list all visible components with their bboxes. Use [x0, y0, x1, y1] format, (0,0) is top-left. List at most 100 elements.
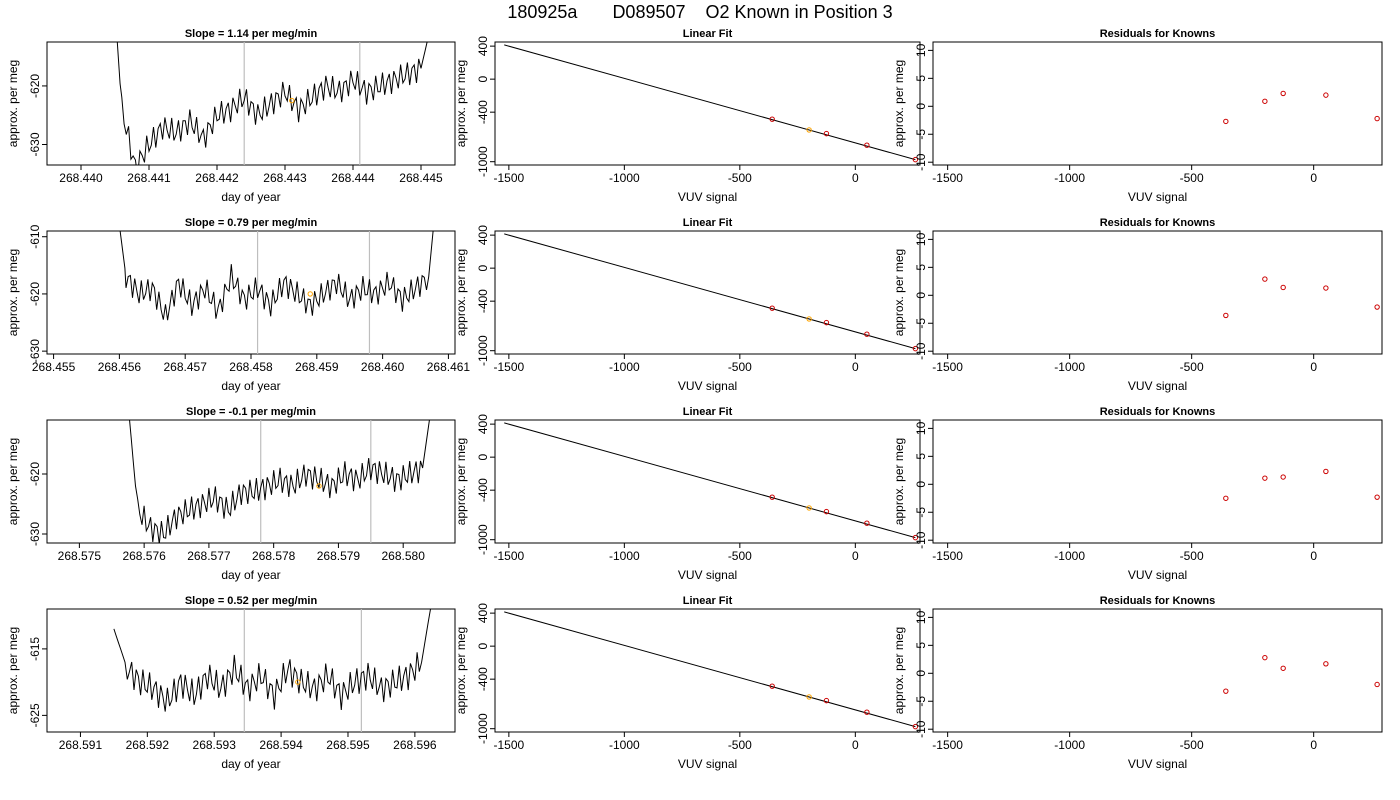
- panel-title: Residuals for Knowns: [1100, 595, 1216, 607]
- residual-point: [1323, 92, 1329, 98]
- y-tick-label: 5: [914, 453, 928, 460]
- y-axis-label: approx. per meg: [6, 627, 20, 714]
- y-axis-label: approx. per meg: [6, 438, 20, 525]
- plot-area: [1223, 276, 1380, 319]
- y-tick-label: 5: [914, 264, 928, 271]
- y-tick-label: -10: [914, 720, 928, 738]
- plot-frame: [46, 41, 456, 166]
- residual-point: [1374, 681, 1380, 688]
- plot-frame: [494, 608, 921, 733]
- x-tick-label: -1000: [609, 171, 640, 185]
- plot-frame: [494, 419, 921, 544]
- y-tick-label: 10: [914, 421, 928, 435]
- plot-area: [1223, 654, 1380, 694]
- fit-point: [912, 345, 919, 352]
- x-tick-label: 268.459: [295, 360, 339, 374]
- x-tick-label: 268.580: [381, 549, 425, 563]
- x-tick-label: 268.458: [229, 360, 273, 374]
- x-tick-label: 0: [852, 360, 859, 374]
- plot-frame: [494, 230, 921, 355]
- x-tick-label: -1500: [494, 360, 525, 374]
- panel-trace-4: Slope = 0.52 per meg/min 268.591 268.592 26…: [6, 595, 456, 771]
- x-tick-label: 268.577: [187, 549, 231, 563]
- x-tick-label: -500: [728, 360, 752, 374]
- x-tick-label: -1000: [609, 549, 640, 563]
- y-tick-label: -610: [28, 224, 42, 248]
- x-tick-label: -1000: [1054, 738, 1085, 752]
- fit-point: [912, 534, 919, 541]
- fit-point: [769, 494, 775, 500]
- y-tick-label: 5: [914, 642, 928, 649]
- x-tick-label: 268.592: [126, 738, 170, 752]
- x-tick-label: -1500: [494, 549, 525, 563]
- y-tick-label: -1000: [476, 713, 490, 744]
- y-tick-label: -5: [914, 318, 928, 329]
- x-tick-label: -500: [1180, 549, 1204, 563]
- x-tick-label: -1500: [494, 738, 525, 752]
- fit-point: [769, 305, 775, 311]
- residual-point: [1280, 90, 1286, 97]
- x-tick-label: -500: [1180, 171, 1204, 185]
- sample-id: D089507: [612, 2, 686, 22]
- y-tick-label: -10: [914, 153, 928, 171]
- y-tick-label: -615: [28, 637, 42, 661]
- x-axis-label: VUV signal: [1128, 379, 1187, 393]
- fit-point-highlight: [806, 316, 812, 322]
- y-axis-label: approx. per meg: [892, 249, 906, 336]
- plot-frame: [46, 230, 456, 355]
- y-tick-label: -1000: [476, 524, 490, 555]
- plot-frame: [932, 41, 1383, 166]
- title-label: O2 Known in Position 3: [705, 2, 893, 22]
- fit-point: [864, 520, 870, 526]
- panel-residuals-3: Residuals for Knowns -1500 -1000 -500 0 10 5 0 -…: [892, 406, 1383, 582]
- fit-point-highlight: [806, 505, 812, 511]
- y-axis-label: approx. per meg: [892, 60, 906, 147]
- residual-point: [1262, 98, 1268, 104]
- run-id: 180925a: [507, 2, 578, 22]
- panel-title: Linear Fit: [683, 217, 733, 229]
- panel-residuals-2: Residuals for Knowns -1500 -1000 -500 0 10 5 0 -…: [892, 217, 1383, 393]
- y-axis-label: approx. per meg: [892, 438, 906, 525]
- x-tick-label: 0: [852, 549, 859, 563]
- y-axis-label: approx. per meg: [454, 249, 468, 336]
- residual-point: [1262, 276, 1268, 282]
- residual-point: [1323, 468, 1329, 475]
- panel-title: Linear Fit: [683, 595, 733, 607]
- residual-point: [1323, 661, 1329, 667]
- panel-title: Linear Fit: [683, 28, 733, 40]
- y-tick-label: -400: [476, 289, 490, 313]
- plot-area: [1223, 90, 1380, 125]
- residual-point: [1323, 285, 1329, 291]
- x-tick-label: 268.591: [59, 738, 103, 752]
- highlight-point: [307, 291, 313, 297]
- y-tick-label: -400: [476, 667, 490, 691]
- y-tick-label: 400: [476, 414, 490, 434]
- y-tick-label: -620: [28, 74, 42, 98]
- x-tick-label: 268.578: [252, 549, 296, 563]
- x-axis-label: VUV signal: [678, 568, 737, 582]
- y-tick-label: 0: [914, 103, 928, 110]
- residual-point: [1374, 115, 1380, 122]
- x-tick-label: -1000: [1054, 360, 1085, 374]
- y-tick-label: 0: [914, 670, 928, 677]
- y-tick-label: -400: [476, 100, 490, 124]
- plot-area: [116, 42, 428, 165]
- x-tick-label: -1500: [932, 360, 963, 374]
- panel-trace-3: Slope = -0.1 per meg/min 268.575 268.576 26…: [6, 406, 456, 582]
- x-tick-label: 0: [852, 171, 859, 185]
- x-tick-label: 268.460: [361, 360, 405, 374]
- panel-title: Residuals for Knowns: [1100, 217, 1216, 229]
- trace-line: [129, 420, 430, 543]
- panel-title: Linear Fit: [683, 406, 733, 418]
- fit-line: [504, 233, 916, 350]
- y-tick-label: 0: [476, 642, 490, 649]
- x-tick-label: 268.455: [32, 360, 76, 374]
- page-title: 180925a D089507 O2 Known in Position 3: [0, 2, 1400, 23]
- x-tick-label: 268.443: [263, 171, 307, 185]
- panel-fit-4: Linear Fit -1500 -1000 -500 0 400 0 -400 -1000 VU…: [454, 595, 921, 771]
- highlight-point: [289, 97, 295, 104]
- y-tick-label: 0: [476, 453, 490, 460]
- y-tick-label: -1000: [476, 146, 490, 177]
- residual-point: [1223, 688, 1229, 694]
